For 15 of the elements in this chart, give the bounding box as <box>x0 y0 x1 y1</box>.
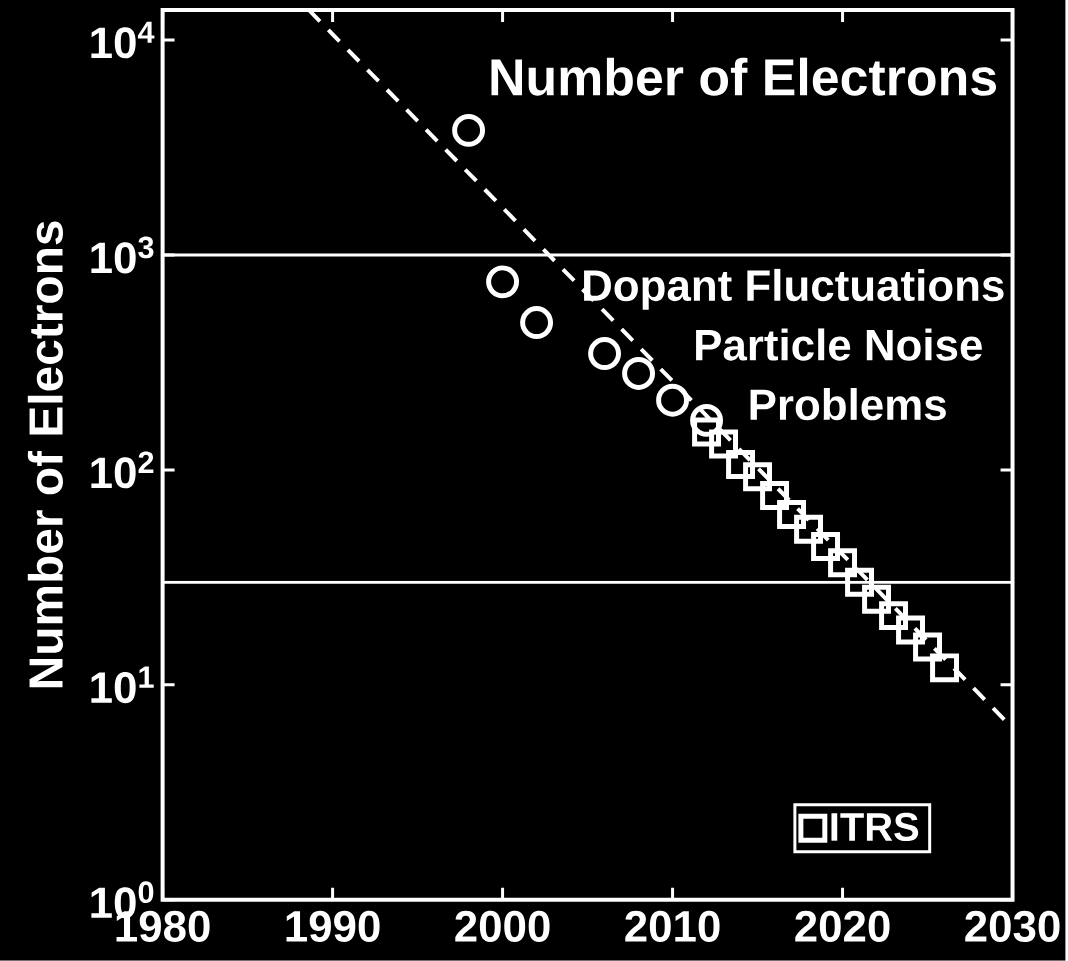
y-tick-label: 10$^{4}$ <box>91 21 155 59</box>
x-tick-label: 2000 <box>455 911 550 943</box>
y-tick-label: 10$^{2}$ <box>91 451 154 489</box>
y-axis-title: Number of Electrons <box>27 221 63 688</box>
annotation: Particle Noise <box>696 328 982 361</box>
x-tick-label: 2020 <box>795 911 890 943</box>
x-tick-label: 1990 <box>286 911 380 943</box>
x-tick-label: 2010 <box>625 911 720 943</box>
annotation: Dopant Fluctuations <box>584 269 1004 310</box>
annotation: Problems <box>750 388 946 421</box>
y-tick-label: 10$^{1}$ <box>91 666 154 704</box>
y-tick-label: 10$^{3}$ <box>91 236 154 274</box>
x-tick-label: 2030 <box>965 911 1060 943</box>
annotation: Number of Electrons <box>491 57 997 96</box>
legend-label: ITRS <box>831 813 919 842</box>
